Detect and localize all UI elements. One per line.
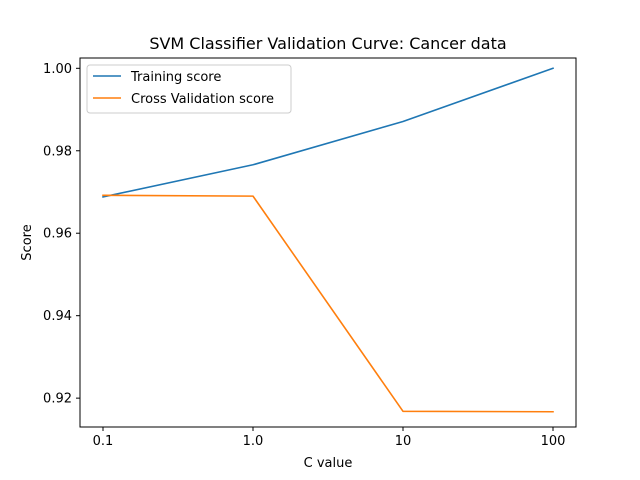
plot-frame [79,57,577,428]
x-axis-ticks: 0.1 1.0 10 100 [93,427,566,449]
y-tick-label: 1.00 [43,62,72,77]
y-axis-label: Score [20,224,35,260]
series-line-training [102,67,555,198]
legend-box [86,64,292,114]
legend-label-training: Training score [130,70,221,85]
y-tick-label: 0.96 [43,227,72,242]
x-tick-label: 10 [395,434,412,449]
x-axis-label: C value [304,456,353,471]
y-tick-label: 0.94 [43,309,72,324]
y-tick-label: 0.98 [43,144,72,159]
chart-title: SVM Classifier Validation Curve: Cancer … [149,34,506,53]
y-axis-ticks: 0.92 0.94 0.96 0.98 1.00 [43,62,80,407]
y-tick-label: 0.92 [43,392,72,407]
plot-area: 0.1 1.0 10 100 0.92 0.94 0.96 0.98 1.00 [43,57,577,449]
x-tick-label: 100 [541,434,566,449]
series-lines [102,67,555,413]
series-line-cross-validation [102,194,554,413]
legend-label-cross-validation: Cross Validation score [131,92,274,107]
legend: Training score Cross Validation score [86,64,292,114]
x-tick-label: 0.1 [93,434,114,449]
x-tick-label: 1.0 [243,434,264,449]
